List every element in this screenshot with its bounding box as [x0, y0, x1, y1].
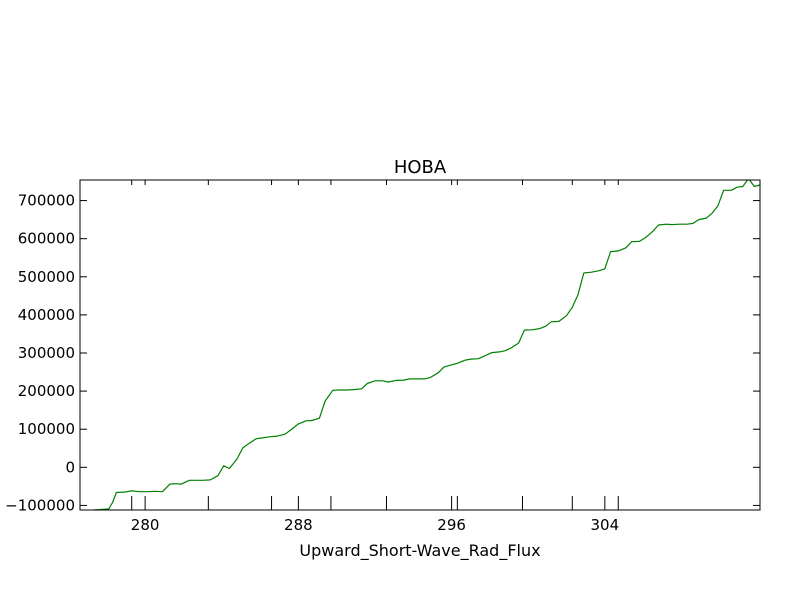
data-series-line: [93, 180, 760, 510]
x-axis-label: Upward_Short-Wave_Rad_Flux: [299, 541, 540, 561]
axis-ticks: [80, 180, 760, 510]
y-tick-label: 500000: [18, 268, 75, 286]
x-tick-label: 296: [437, 516, 466, 534]
y-tick-label: 0: [65, 458, 75, 476]
y-tick-label: 100000: [18, 420, 75, 438]
y-tick-label: 600000: [18, 230, 75, 248]
data-point: [748, 178, 749, 179]
data-point: [767, 183, 768, 184]
x-tick-label: 304: [591, 516, 620, 534]
y-tick-label: 400000: [18, 306, 75, 324]
y-tick-label: 200000: [18, 382, 75, 400]
y-tick-label: 300000: [18, 344, 75, 362]
axis-tick-labels: 280 288 296 304 −100000 0 100000 200000 300000 40…: [5, 192, 619, 534]
x-tick-label: 288: [284, 516, 313, 534]
x-tick-label: 280: [131, 516, 160, 534]
chart-title: HOBA: [394, 157, 447, 178]
plot-frame: [79, 179, 761, 511]
y-tick-label: 700000: [18, 192, 75, 210]
y-tick-label: −100000: [5, 496, 75, 514]
data-points: [93, 178, 768, 511]
